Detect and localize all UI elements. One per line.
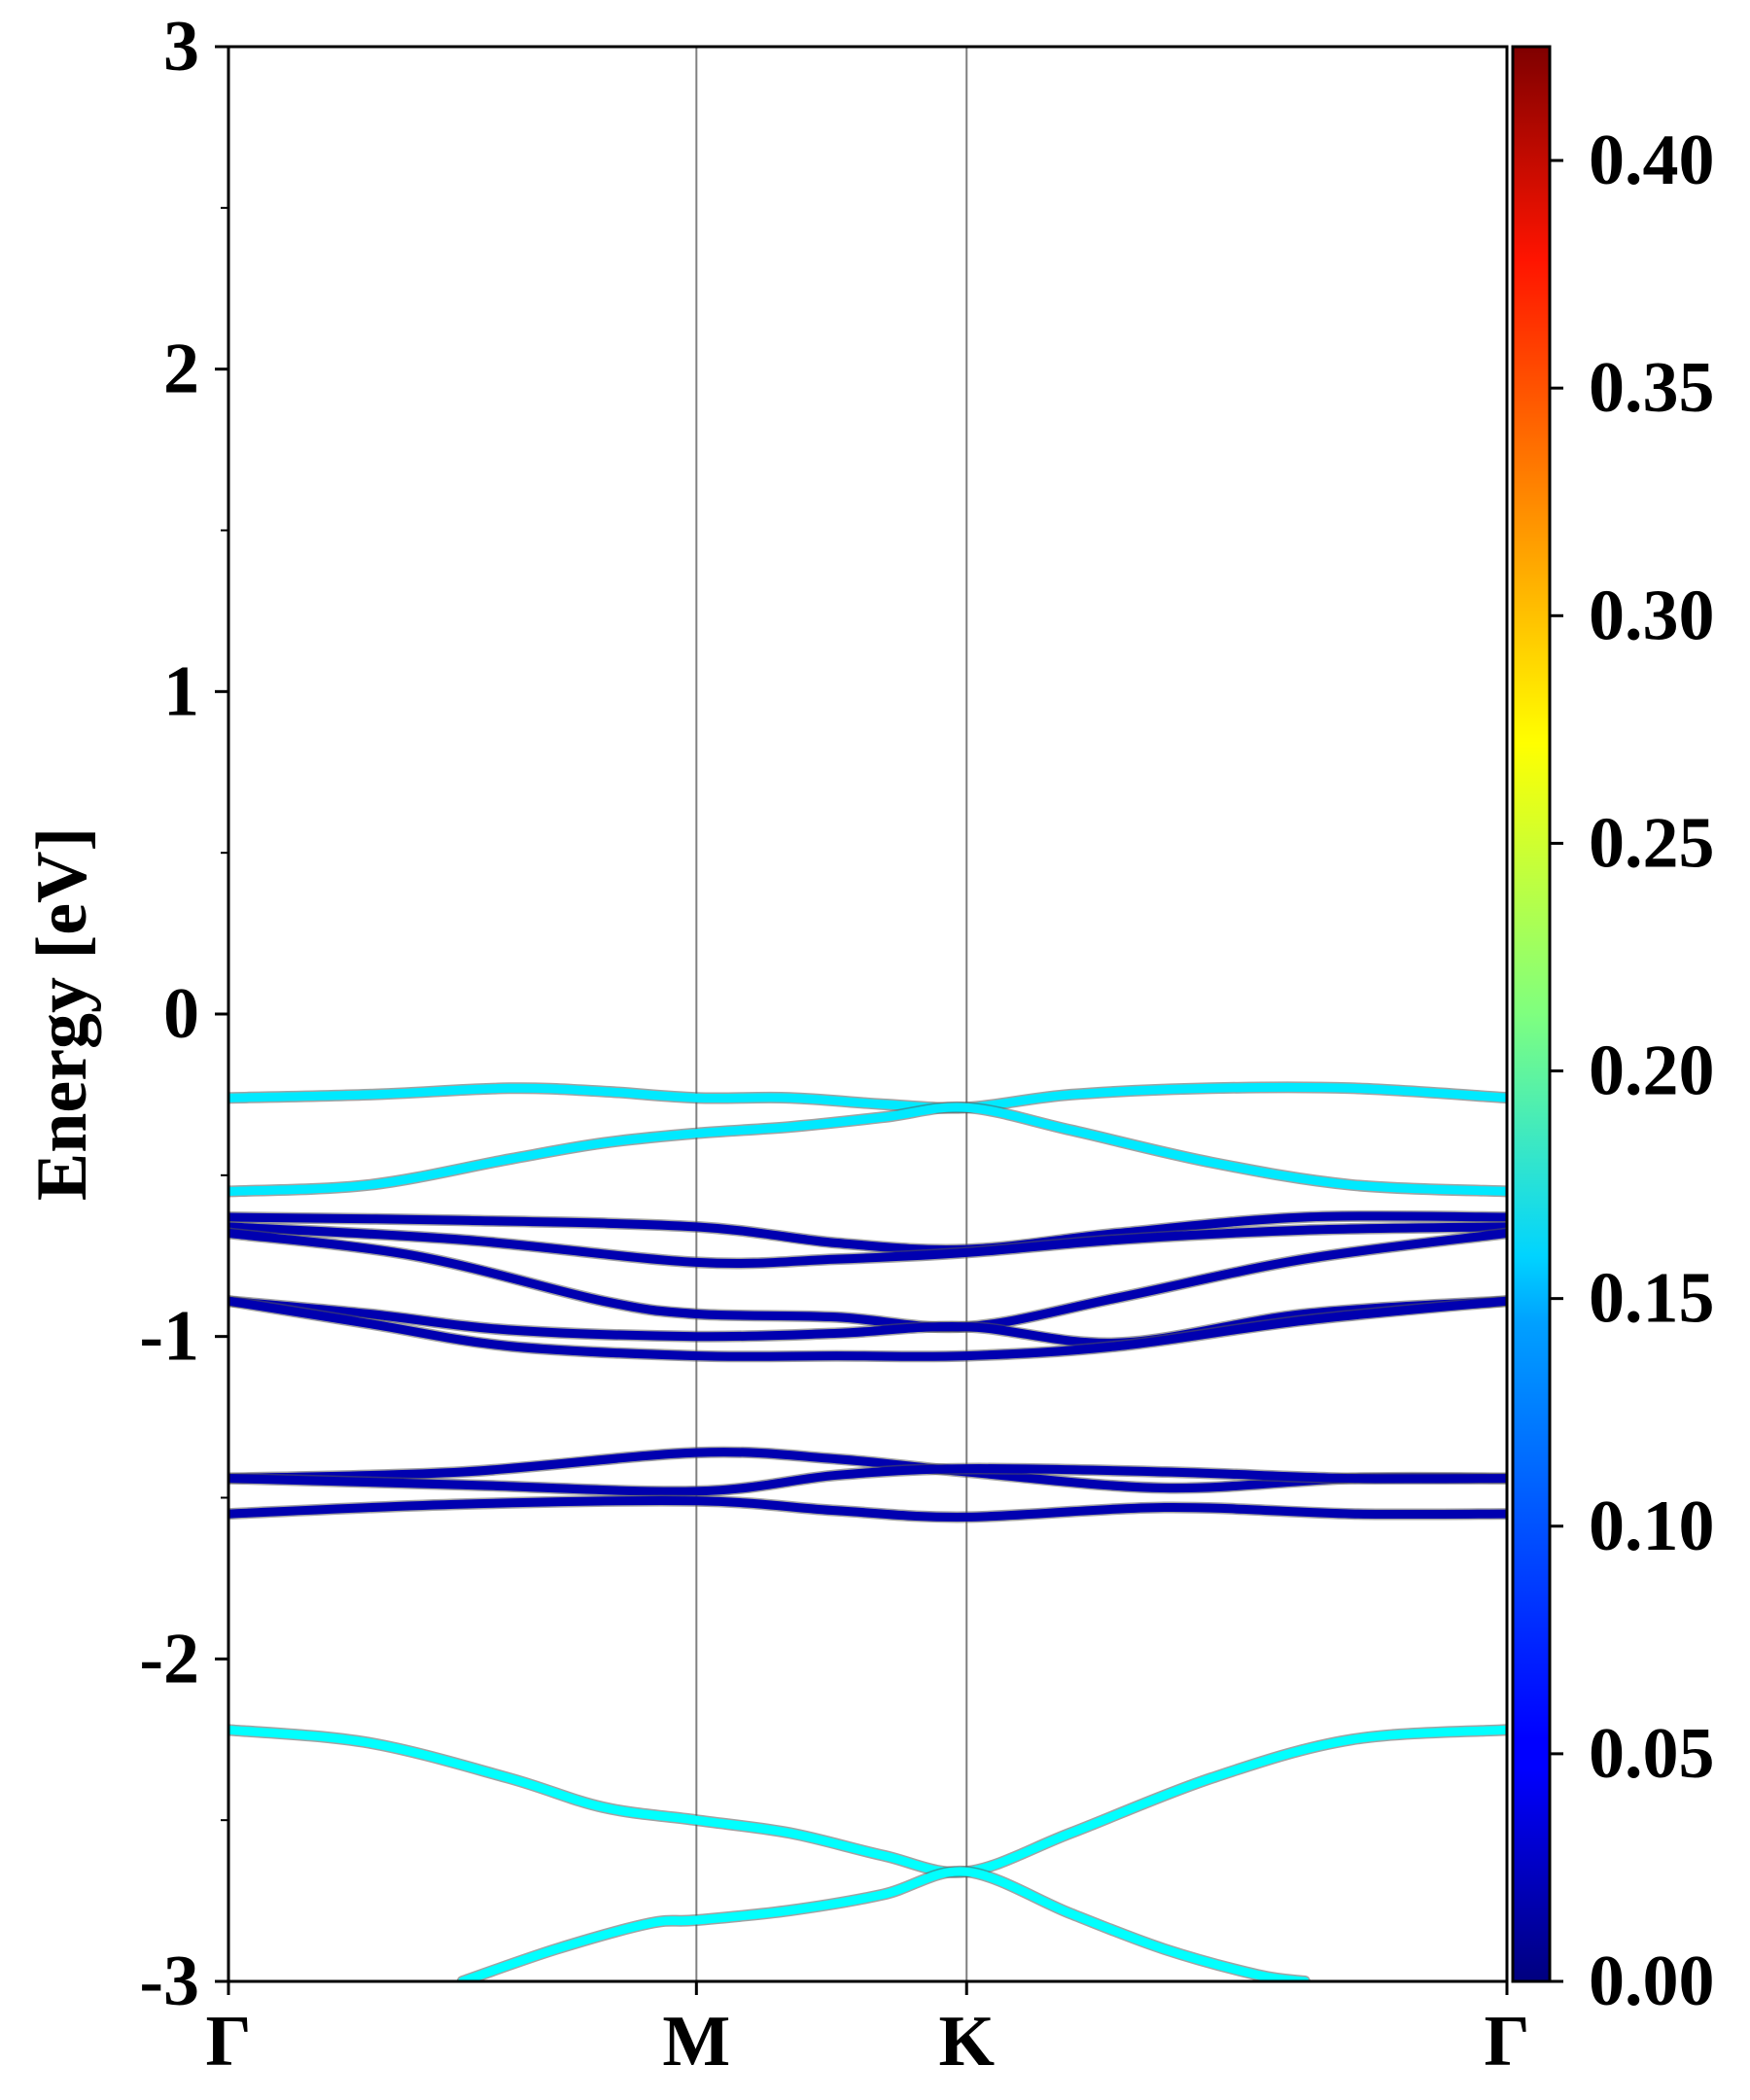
band-line [228, 1102, 1507, 1196]
band-line [458, 1867, 1310, 1981]
band-lines [228, 1081, 1507, 1981]
band-line [228, 1082, 1507, 1113]
kpoint-label: Γ [205, 2002, 251, 2082]
kpoint-label: K [938, 2002, 995, 2082]
band-line [228, 1211, 1507, 1254]
band-line [228, 1464, 1507, 1496]
y-tick-label: 3 [163, 7, 199, 87]
band-line [228, 1496, 1507, 1522]
band-line [228, 1296, 1507, 1361]
y-axis-ticks: 3 2 1 0 -1 -2 -3 [139, 7, 228, 2021]
y-axis-title: Energy [eV] [22, 827, 102, 1201]
y-tick-label: 2 [163, 330, 199, 409]
colorbar-tick-label: 0.10 [1589, 1487, 1715, 1566]
y-tick-label: 1 [163, 651, 199, 731]
y-tick-label: -2 [139, 1619, 199, 1698]
y-tick-label: 0 [163, 974, 199, 1054]
k-point-divider-lines [695, 47, 968, 1981]
y-tick-label: -3 [139, 1942, 199, 2021]
band-line [228, 1725, 1507, 1877]
y-tick-label: -1 [139, 1297, 199, 1377]
band-line [228, 1222, 1507, 1269]
colorbar [1511, 45, 1552, 1983]
colorbar-tick-label: 0.30 [1589, 576, 1715, 655]
colorbar-tick-label: 0.35 [1589, 348, 1715, 428]
colorbar-tick-label: 0.20 [1589, 1032, 1715, 1111]
colorbar-tick-label: 0.25 [1589, 803, 1715, 883]
colorbar-tick-label: 0.00 [1589, 1942, 1715, 2021]
colorbar-tick-label: 0.40 [1589, 121, 1715, 200]
plot-frame [227, 45, 1509, 1983]
kpoint-label: M [662, 2002, 730, 2082]
band-line [228, 1296, 1507, 1348]
band-outline [456, 1865, 1311, 1981]
band-line [228, 1229, 1507, 1332]
colorbar-tick-label: 0.15 [1589, 1259, 1715, 1339]
colorbar-tick-label: 0.05 [1589, 1714, 1715, 1794]
colorbar-ticks: 0.00 0.05 0.10 0.15 0.20 0.25 0.30 0.35 0.40 [1550, 121, 1715, 2021]
kpoint-label: Γ [1484, 2002, 1529, 2082]
